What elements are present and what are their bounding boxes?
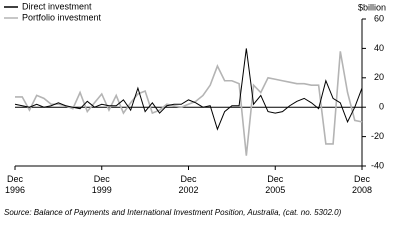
x-tick-label: Dec 2005 bbox=[265, 174, 286, 195]
y-tick-label: -40 bbox=[371, 160, 384, 170]
y-tick-label: 20 bbox=[374, 72, 384, 82]
y-tick-label: 40 bbox=[374, 43, 384, 53]
x-tick-label: Dec 1996 bbox=[4, 174, 26, 195]
legend-label: Portfolio investment bbox=[22, 12, 102, 22]
y-axis-label: $billion bbox=[358, 2, 386, 12]
x-tick-label: Dec 2002 bbox=[178, 174, 199, 195]
legend-label: Direct investment bbox=[22, 1, 92, 11]
y-tick-label: -20 bbox=[371, 131, 384, 141]
series-line bbox=[15, 51, 363, 156]
series-line bbox=[14, 48, 363, 131]
chart-container: $billion 60 40 20 0 -20 -40 Direct investment Po… bbox=[4, 1, 386, 217]
source-note: Source: Balance of Payments and Internat… bbox=[4, 208, 342, 217]
y-tick-label: 60 bbox=[374, 13, 384, 23]
x-tick-label: Dec 2008 bbox=[351, 174, 373, 195]
x-tick-label: Dec 1999 bbox=[91, 174, 112, 195]
y-tick-label: 0 bbox=[379, 102, 384, 112]
